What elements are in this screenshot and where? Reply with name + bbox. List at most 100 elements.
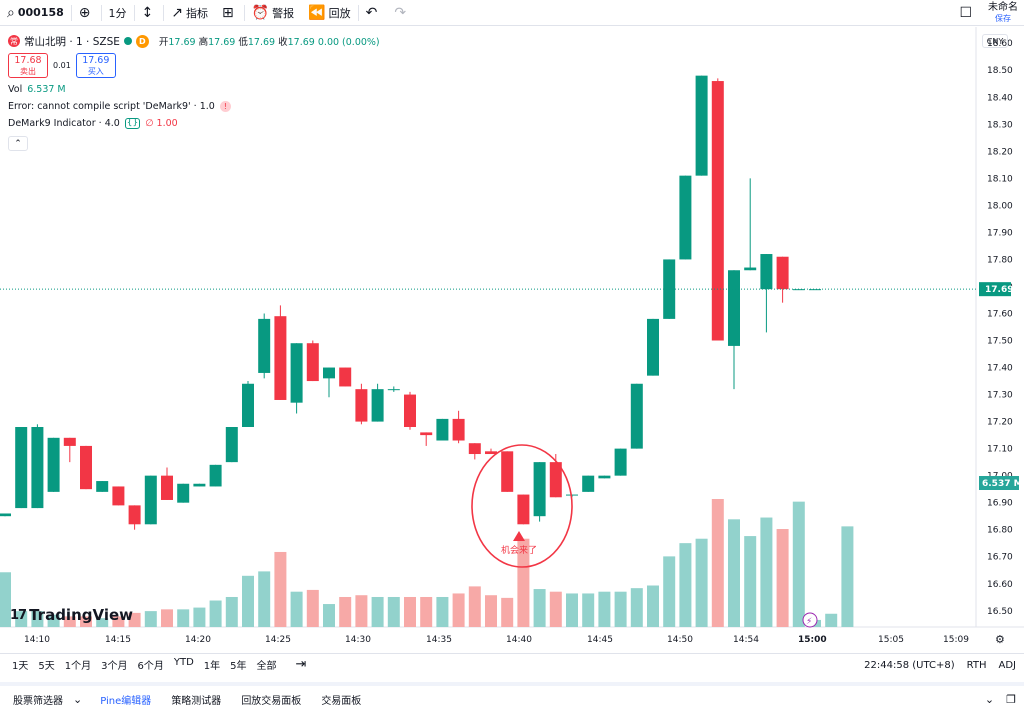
demark-legend[interactable]: DeMark9 Indicator · 4.0 {} ∅ 1.00 [8, 115, 380, 132]
last-price-tag-bg [979, 282, 1011, 297]
source-code-icon[interactable]: {} [124, 118, 141, 129]
volume-bar [760, 517, 773, 627]
candle-body [468, 443, 481, 455]
candle-body [193, 483, 206, 487]
range-button-7[interactable]: 5年 [230, 661, 247, 672]
divider [357, 4, 359, 21]
range-button-0[interactable]: 1天 [12, 661, 29, 672]
symbol-title[interactable]: 常山北明 · 1 · SZSE [24, 35, 120, 48]
compare-button[interactable]: ⊕ [72, 0, 101, 26]
range-button-8[interactable]: 全部 [256, 661, 277, 672]
goto-date-icon[interactable]: ⇥ [295, 657, 307, 672]
range-button-3[interactable]: 3个月 [101, 661, 128, 672]
candle-body [225, 427, 238, 463]
candle-body [404, 394, 416, 427]
candle-body [549, 462, 562, 498]
volume-bar [80, 616, 92, 627]
error-legend[interactable]: Error: cannot compile script 'DeMark9' ·… [8, 98, 380, 115]
divider [243, 4, 245, 21]
candles-icon: ↕ [141, 4, 154, 21]
volume-bar [225, 596, 238, 627]
annotation-text: 机会来了 [501, 544, 537, 556]
save-layout-button[interactable]: 未命名 保存 [982, 2, 1024, 24]
settings-icon[interactable]: ⚙ [995, 633, 1005, 646]
last-price-label: 17.69 [985, 285, 1013, 295]
ohlc-values: 开17.69 高17.69 低17.69 收17.69 0.00 (0.00%) [159, 34, 380, 48]
chart-type-button[interactable]: ↕ [135, 0, 164, 26]
layouts-button[interactable]: ⊞ [215, 0, 244, 26]
alert-label: 警报 [272, 6, 295, 20]
currency-button[interactable]: CNY [982, 34, 1008, 48]
signal-arrow-icon [513, 531, 525, 541]
interval-button[interactable]: 1分 [102, 0, 134, 26]
volume-bar [258, 571, 271, 627]
lightning-icon[interactable] [802, 612, 818, 628]
y-tick-label: 17.40 [987, 364, 1013, 374]
collapse-legend-button[interactable]: ⌃ [8, 136, 28, 151]
undo-button[interactable]: ↶ [359, 0, 388, 26]
candle-body [501, 451, 514, 492]
volume-bar [679, 543, 692, 627]
replay-button[interactable]: ⏪ 回放 [301, 0, 357, 26]
error-text: Error: cannot compile script 'DeMark9' ·… [8, 101, 215, 112]
volume-legend[interactable]: Vol 6.537 M [8, 81, 380, 98]
adj-button[interactable]: ADJ [998, 659, 1017, 671]
candle-body [80, 445, 92, 490]
range-button-2[interactable]: 1个月 [64, 661, 92, 672]
session-button[interactable]: RTH [966, 659, 987, 671]
symbol-legend[interactable]: 常 常山北明 · 1 · SZSE D 开17.69 高17.69 低17.69… [8, 34, 380, 48]
open-label: 开 [158, 37, 169, 48]
panel-tab-3[interactable]: 回放交易面板 [241, 695, 302, 707]
range-button-4[interactable]: 6个月 [137, 661, 164, 672]
footer-right: 22:44:58 (UTC+8) RTH ADJ [864, 654, 1016, 676]
panel-controls: ⌄ ❐ [985, 686, 1016, 712]
volume-bar [452, 593, 465, 627]
y-tick-label: 17.60 [987, 309, 1013, 319]
candle-body [598, 475, 611, 479]
divider [100, 4, 102, 21]
range-button-1[interactable]: 5天 [38, 661, 55, 672]
buy-price: 17.69 [82, 54, 110, 66]
volume-bar [96, 618, 109, 627]
alert-button[interactable]: ⏰ 警报 [245, 0, 301, 26]
maximize-icon[interactable]: ❐ [1006, 692, 1016, 706]
range-button-6[interactable]: 1年 [203, 661, 221, 672]
sell-price: 17.68 [14, 54, 42, 66]
volume-bar [63, 616, 76, 627]
low-value: 17.69 [247, 37, 276, 48]
chevron-down-icon[interactable]: ⌄ [984, 692, 995, 706]
candle-body [306, 343, 319, 382]
candle-body [485, 451, 497, 455]
volume-bar [711, 499, 724, 627]
candle-body [436, 418, 449, 441]
interval-label: 1分 [108, 6, 127, 20]
panel-tab-1[interactable]: Pine编辑器 [100, 695, 152, 707]
panel-tab-0[interactable]: 股票筛选器 [13, 695, 63, 707]
error-icon[interactable]: ! [219, 101, 231, 112]
candle-body [809, 289, 821, 291]
bottom-panel-tabs: 股票筛选器 ⌄ Pine编辑器 策略测试器 回放交易面板 交易面板 ⌄ ❐ [0, 682, 1024, 712]
layout-toggle[interactable]: ☐ [952, 0, 982, 26]
y-tick-label: 17.50 [987, 337, 1013, 347]
buy-button[interactable]: 17.69 买入 [75, 53, 116, 78]
screener-dropdown-icon[interactable]: ⌄ [73, 692, 83, 706]
range-button-5[interactable]: YTD [173, 657, 194, 668]
sell-button[interactable]: 17.68 卖出 [8, 53, 48, 78]
chart-pane[interactable]: 18.60 18.50 18.40 18.30 18.20 18.10 18.00 17.90… [0, 27, 1024, 652]
candle-body [630, 383, 643, 449]
volume-bar [339, 596, 352, 627]
symbol-search[interactable]: ⌕ 000158 [0, 0, 71, 26]
redo-button[interactable]: ↷ [387, 0, 416, 26]
volume-bar [630, 588, 643, 627]
panel-tab-4[interactable]: 交易面板 [321, 695, 362, 707]
panel-tab-2[interactable]: 策略测试器 [171, 695, 222, 707]
volume-label: Vol [8, 84, 23, 95]
indicators-button[interactable]: ↗ 指标 [164, 0, 215, 26]
range-buttons: 1天 5天 1个月 3个月 6个月 YTD 1年 5年 全部 [7, 657, 282, 672]
candle-body [112, 486, 125, 506]
divider [133, 4, 135, 21]
clock[interactable]: 22:44:58 (UTC+8) [864, 659, 955, 671]
candle-body [387, 389, 400, 391]
candle-body [339, 367, 352, 387]
price-chart[interactable]: 18.60 18.50 18.40 18.30 18.20 18.10 18.00 17.90… [0, 27, 1024, 652]
